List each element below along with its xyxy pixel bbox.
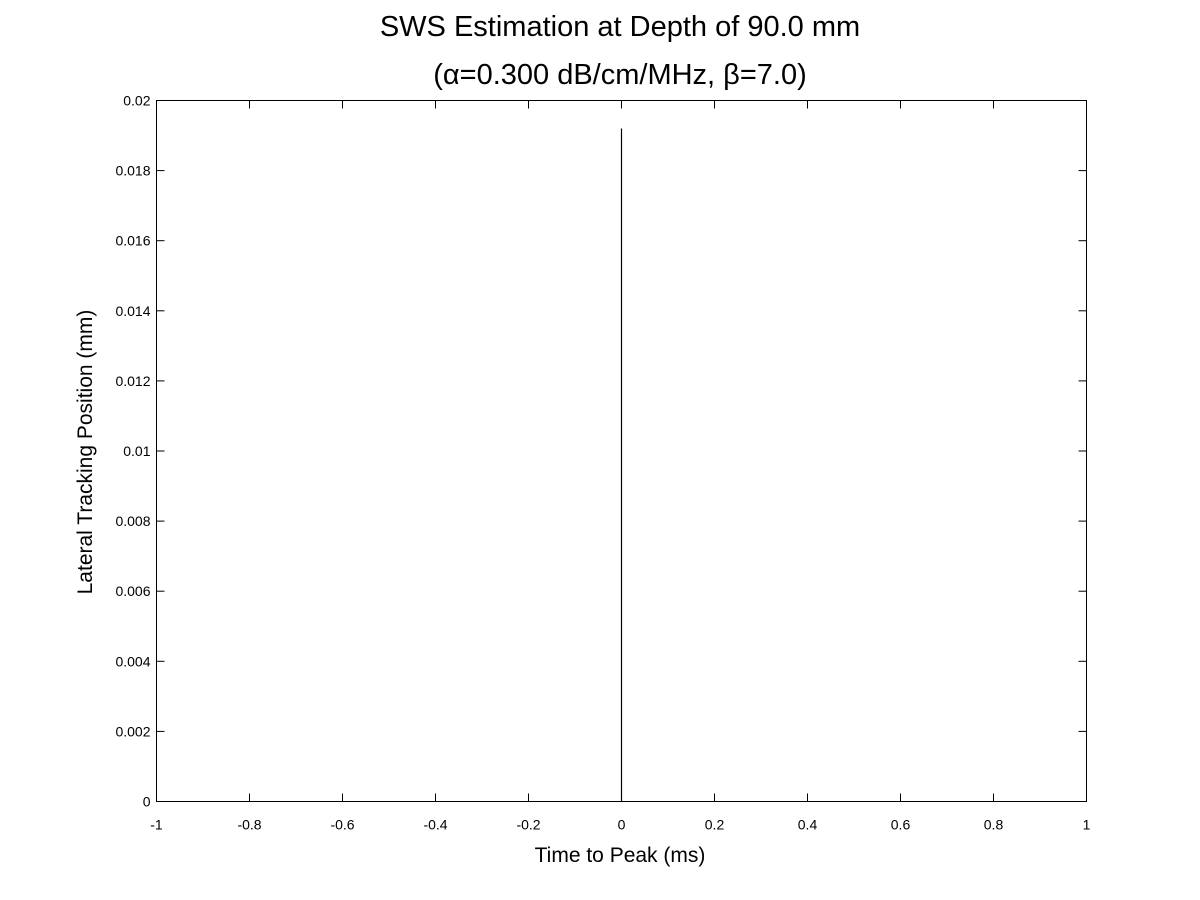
alpha-symbol: α (443, 59, 460, 91)
y-tick-label: 0.008 (115, 513, 150, 529)
y-tick-label: 0.02 (123, 93, 150, 109)
x-tick-label: -0.4 (423, 817, 447, 833)
x-tick-label: -0.6 (330, 817, 354, 833)
y-tick-label: 0.018 (115, 163, 150, 179)
y-tick-label: 0.01 (123, 443, 150, 459)
x-tick-label: -0.2 (516, 817, 540, 833)
y-tick-label: 0.004 (115, 653, 150, 669)
y-tick-label: 0.014 (115, 303, 150, 319)
y-tick-label: 0 (143, 794, 151, 810)
subtitle-open: ( (433, 59, 443, 91)
x-tick-label: 0.4 (798, 817, 818, 833)
x-tick-label: -0.8 (237, 817, 261, 833)
y-tick-label: 0.006 (115, 583, 150, 599)
axis-ticks: -1 -0.8 -0.6 -0.4 -0.2 0 0.2 0.4 0.6 0.8 1 0 0.002 0.… (115, 93, 1090, 833)
y-tick-label: 0.002 (115, 723, 150, 739)
x-tick-label: 1 (1083, 817, 1091, 833)
x-axis-label: Time to Peak (ms) (535, 844, 706, 867)
x-tick-label: 0.6 (891, 817, 911, 833)
x-tick-label: 0.8 (984, 817, 1004, 833)
beta-value: =7.0) (740, 59, 807, 91)
y-tick-label: 0.012 (115, 373, 150, 389)
chart-title: SWS Estimation at Depth of 90.0 mm (380, 11, 860, 43)
x-tick-label: 0 (618, 817, 626, 833)
x-tick-label: -1 (150, 817, 163, 833)
beta-symbol: β (723, 59, 740, 91)
y-tick-label: 0.016 (115, 233, 150, 249)
y-axis-label: Lateral Tracking Position (mm) (74, 310, 97, 595)
chart-subtitle: (α=0.300 dB/cm/MHz, β=7.0) (433, 59, 807, 91)
alpha-value: =0.300 dB/cm/MHz, (460, 59, 724, 91)
plot-area-frame (156, 100, 1087, 802)
x-tick-label: 0.2 (705, 817, 725, 833)
